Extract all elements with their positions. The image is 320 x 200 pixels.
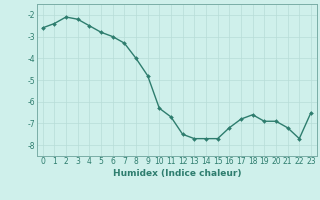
X-axis label: Humidex (Indice chaleur): Humidex (Indice chaleur) [113,169,241,178]
